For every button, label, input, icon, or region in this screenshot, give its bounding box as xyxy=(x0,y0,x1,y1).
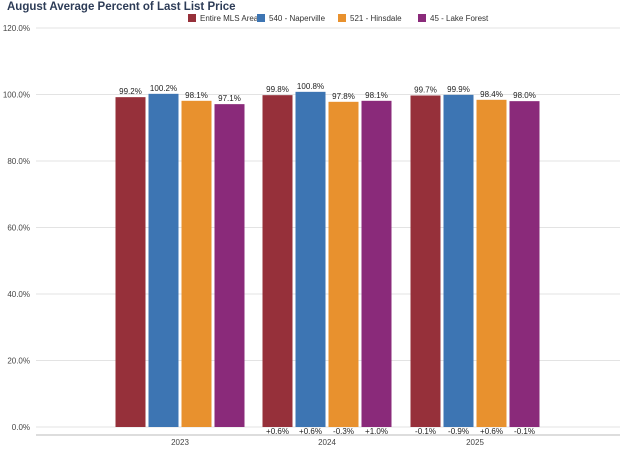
bar xyxy=(328,101,359,427)
bar-value-label: 98.1% xyxy=(365,91,388,100)
bar xyxy=(181,100,212,427)
bar xyxy=(148,93,179,428)
bar-value-label: 100.8% xyxy=(297,82,324,91)
bar-value-label: 98.4% xyxy=(480,90,503,99)
bar-change-label: -0.9% xyxy=(448,427,469,436)
x-category-label: 2024 xyxy=(318,438,336,447)
bar-value-label: 98.1% xyxy=(185,91,208,100)
bar-change-label: -0.3% xyxy=(333,427,354,436)
bar-value-label: 99.9% xyxy=(447,85,470,94)
y-tick-label: 100.0% xyxy=(3,91,30,100)
bar xyxy=(443,94,474,428)
legend-swatch xyxy=(257,14,265,22)
y-tick-label: 80.0% xyxy=(7,157,30,166)
legend-label: 45 - Lake Forest xyxy=(430,14,489,23)
y-tick-label: 60.0% xyxy=(7,224,30,233)
legend-swatch xyxy=(338,14,346,22)
y-tick-label: 120.0% xyxy=(3,24,30,33)
x-category-label: 2025 xyxy=(466,438,484,447)
bar-change-label: +1.0% xyxy=(365,427,388,436)
bar-change-label: +0.6% xyxy=(480,427,503,436)
bar-value-label: 99.7% xyxy=(414,85,437,94)
bar-value-label: 97.1% xyxy=(218,94,241,103)
legend-swatch xyxy=(188,14,196,22)
legend-label: 521 - Hinsdale xyxy=(350,14,402,23)
bar xyxy=(410,95,441,427)
bar xyxy=(295,91,326,427)
chart-title: August Average Percent of Last List Pric… xyxy=(7,1,236,13)
bar-change-label: +0.6% xyxy=(299,427,322,436)
bar xyxy=(361,100,392,427)
bar-change-label: +0.6% xyxy=(266,427,289,436)
bar-value-label: 99.2% xyxy=(119,87,142,96)
y-tick-label: 0.0% xyxy=(12,423,30,432)
bar-value-label: 98.0% xyxy=(513,91,536,100)
legend-label: Entire MLS Area xyxy=(200,14,259,23)
bar-change-label: -0.1% xyxy=(415,427,436,436)
y-tick-label: 40.0% xyxy=(7,290,30,299)
legend-label: 540 - Naperville xyxy=(269,14,326,23)
bar-value-label: 100.2% xyxy=(150,84,177,93)
bar-value-label: 99.8% xyxy=(266,85,289,94)
y-tick-label: 20.0% xyxy=(7,357,30,366)
bar xyxy=(262,95,293,427)
x-category-label: 2023 xyxy=(171,438,189,447)
bar xyxy=(214,104,245,427)
bar xyxy=(115,97,146,427)
bar-value-label: 97.8% xyxy=(332,92,355,101)
bar-change-label: -0.1% xyxy=(514,427,535,436)
bar xyxy=(509,101,540,428)
legend-swatch xyxy=(418,14,426,22)
bar xyxy=(476,99,507,427)
